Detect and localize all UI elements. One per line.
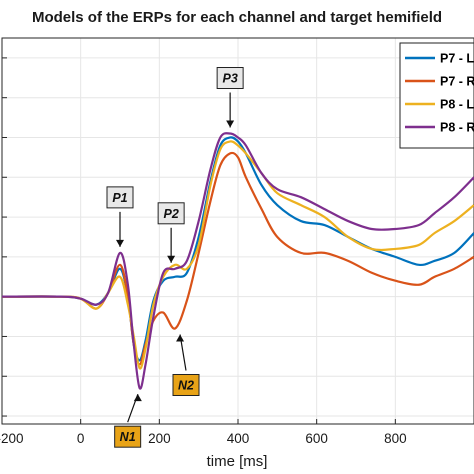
x-axis-label: time [ms] [207,453,268,470]
callout-arrowhead [226,120,235,128]
legend-entry: P7 - L [405,52,474,66]
x-tick-label: 400 [227,431,250,446]
callout-box [106,186,134,209]
callout-label: P2 [163,207,178,221]
callout-arrowhead [116,239,124,247]
series-line-4 [2,132,474,390]
series-lines [2,132,474,390]
chart-title: Models of the ERPs for each channel and … [32,9,442,26]
legend-entry: P8 - L [405,98,474,112]
callout-arrowhead [176,334,185,342]
callout-box [157,202,185,225]
callout-box [114,425,142,448]
legend-entry: P8 - R [405,121,474,135]
x-tick-label: 200 [148,431,171,446]
callout-arrowhead [133,394,142,402]
legend-entry: P7 - R [405,75,474,89]
axes [1,37,474,425]
legend: P7 - L P7 - R P8 - L P8 - R [399,42,474,149]
callout-label: N1 [120,430,136,444]
x-tick-label: 600 [305,431,328,446]
callout-p2: P2 [157,202,185,263]
peak-callouts: P1 P2 P3 N1 N2 [106,67,244,448]
legend-label: P7 - L [440,52,474,66]
tick-labels: -200 0 200 400 600 800 [0,431,407,446]
x-tick-label: 0 [77,431,85,446]
callout-label: N2 [178,378,194,392]
legend-label: P8 - R [440,121,474,135]
callout-n1: N1 [114,393,142,448]
callout-box [172,373,200,396]
callout-p3: P3 [216,67,244,128]
callout-arrowhead [167,255,176,263]
legend-box [399,42,474,149]
callout-label: P3 [222,72,237,86]
series-line-2 [2,151,474,366]
callout-n2: N2 [172,334,200,396]
x-tick-label: -200 [0,431,24,446]
legend-label: P7 - R [440,75,474,89]
legend-label: P8 - L [440,98,474,112]
callout-label: P1 [112,191,127,205]
callout-box [216,67,244,90]
callout-p1: P1 [106,186,134,247]
series-line-3 [2,140,474,370]
x-tick-label: 800 [384,431,407,446]
